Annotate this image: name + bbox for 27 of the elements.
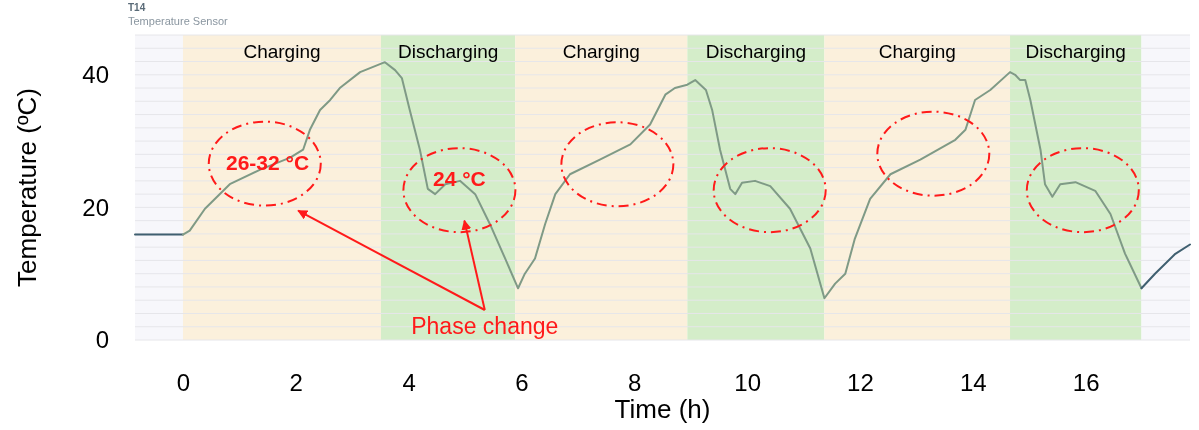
x-tick-label: 2 bbox=[289, 369, 303, 397]
x-tick-label: 10 bbox=[734, 369, 761, 397]
y-tick-label: 20 bbox=[82, 193, 109, 221]
x-tick-label: 12 bbox=[847, 369, 874, 397]
y-axis-title: Temperature (ºC) bbox=[12, 88, 42, 287]
line-series bbox=[1140, 243, 1191, 290]
annotation: 24 °C bbox=[433, 167, 486, 191]
line-series bbox=[181, 61, 1143, 300]
x-tick-label: 0 bbox=[176, 369, 191, 397]
x-tick-label: 4 bbox=[402, 369, 416, 397]
band-label: Discharging bbox=[397, 41, 499, 62]
band-label: Discharging bbox=[705, 41, 807, 62]
annotation: Phase change bbox=[411, 313, 559, 339]
y-tick-label: 40 bbox=[82, 60, 109, 88]
x-tick-label: 16 bbox=[1072, 369, 1100, 397]
band-label: Charging bbox=[878, 41, 956, 62]
x-tick-label: 8 bbox=[628, 369, 642, 397]
annotation: 26-32 °C bbox=[226, 150, 310, 174]
x-tick-label: 14 bbox=[959, 369, 987, 397]
y-tick-label: 0 bbox=[95, 326, 109, 354]
band-label: Charging bbox=[562, 41, 640, 62]
band-label: Discharging bbox=[1025, 41, 1126, 62]
x-axis-title: Time (h) bbox=[614, 394, 711, 424]
chart-title: T14 bbox=[128, 2, 146, 13]
x-tick-label: 6 bbox=[515, 369, 529, 397]
band-label: Charging bbox=[243, 41, 321, 62]
chart-subtitle: Temperature Sensor bbox=[128, 15, 228, 27]
